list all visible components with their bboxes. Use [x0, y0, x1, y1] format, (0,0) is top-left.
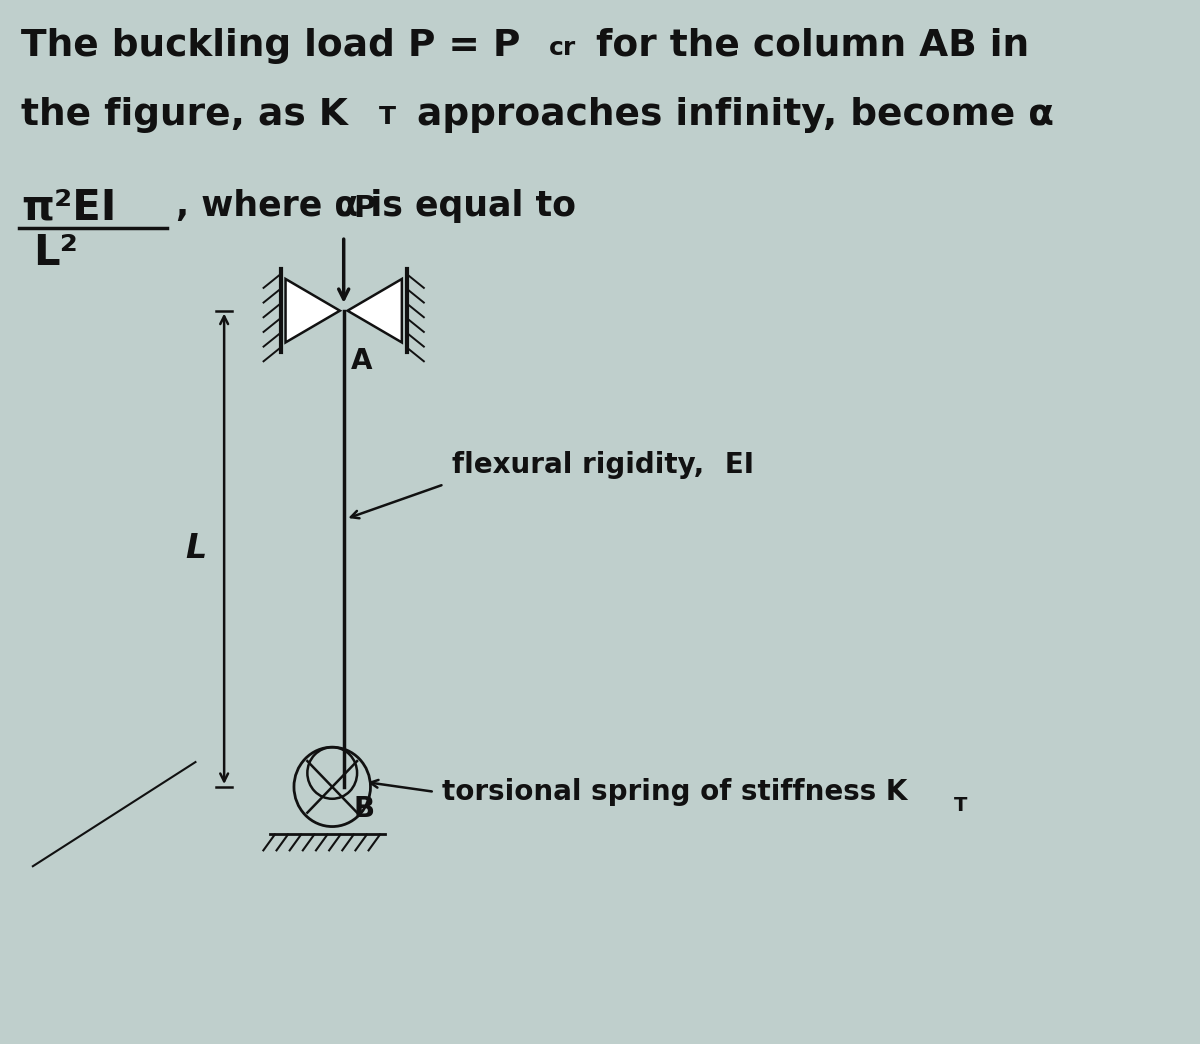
Text: A: A — [350, 348, 372, 376]
Text: The buckling load P = P: The buckling load P = P — [22, 28, 521, 64]
Text: the figure, as K: the figure, as K — [22, 97, 348, 134]
Text: B: B — [353, 794, 374, 823]
Text: torsional spring of stiffness K: torsional spring of stiffness K — [443, 778, 907, 806]
Text: L²: L² — [32, 233, 78, 275]
Text: T: T — [379, 105, 396, 129]
Text: π²EI: π²EI — [22, 187, 116, 229]
Text: , where α is equal to: , where α is equal to — [176, 189, 576, 222]
Polygon shape — [348, 279, 402, 342]
Text: flexural rigidity,   EI: flexural rigidity, EI — [451, 451, 754, 479]
Polygon shape — [286, 279, 340, 342]
Text: T: T — [954, 797, 967, 815]
Text: cr: cr — [550, 35, 576, 60]
Text: approaches infinity, become α: approaches infinity, become α — [404, 97, 1054, 134]
Text: for the column AB in: for the column AB in — [583, 28, 1028, 64]
Text: L: L — [186, 532, 206, 565]
Text: P: P — [353, 194, 376, 223]
